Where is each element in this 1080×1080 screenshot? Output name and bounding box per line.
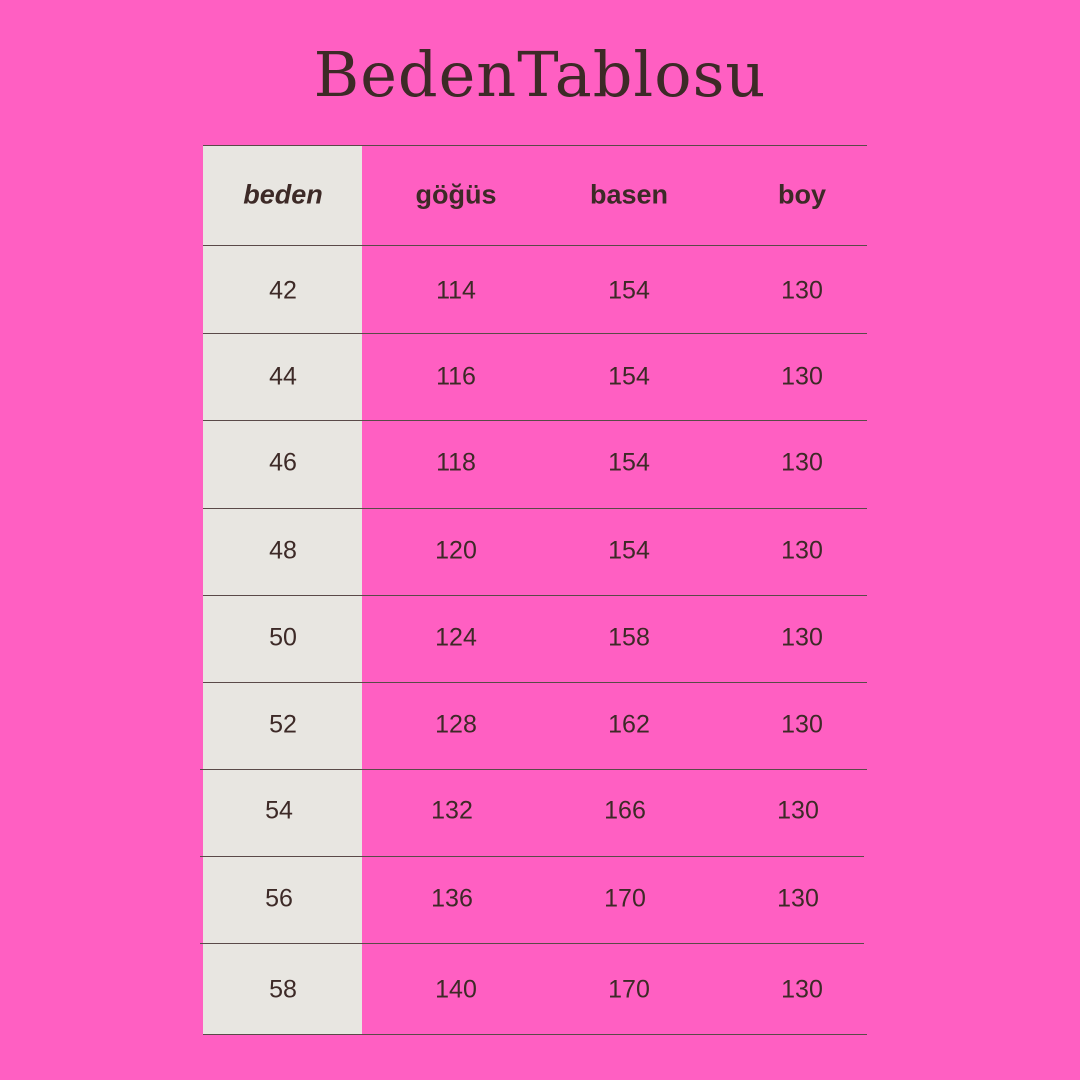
cell-boy: 130 [777,884,819,913]
cell-beden: 52 [269,710,297,739]
cell-gogus: 116 [436,362,476,391]
header-boy: boy [777,179,826,210]
cell-beden: 56 [265,884,293,913]
cell-boy: 130 [781,276,823,305]
row-divider [203,682,867,683]
cell-basen: 154 [608,276,650,305]
cell-beden: 44 [269,362,297,391]
row-divider [200,856,864,857]
cell-boy: 130 [781,448,823,477]
row-divider [203,333,867,334]
cell-beden: 46 [269,448,297,477]
row-divider [203,508,867,509]
cell-basen: 162 [608,710,650,739]
cell-basen: 170 [608,975,650,1004]
row-divider [200,943,864,944]
cell-boy: 130 [781,623,823,652]
cell-gogus: 140 [435,975,477,1004]
cell-boy: 130 [781,362,823,391]
row-divider [200,769,867,770]
cell-beden: 58 [269,975,297,1004]
cell-boy: 130 [781,710,823,739]
cell-basen: 154 [608,448,650,477]
cell-gogus: 118 [436,448,476,477]
cell-beden: 48 [269,536,297,565]
cell-beden: 50 [269,623,297,652]
size-column-background [203,145,362,1035]
cell-basen: 166 [604,796,646,825]
row-divider [203,595,867,596]
cell-gogus: 114 [436,276,476,305]
header-gogus: göğüs [415,179,497,210]
cell-boy: 130 [781,536,823,565]
row-divider [203,245,867,246]
cell-boy: 130 [781,975,823,1004]
cell-beden: 42 [269,276,297,305]
cell-gogus: 124 [435,623,477,652]
cell-basen: 154 [608,536,650,565]
cell-beden: 54 [265,796,293,825]
header-basen: basen [589,179,669,210]
cell-gogus: 128 [435,710,477,739]
cell-gogus: 132 [431,796,473,825]
row-divider [203,1034,867,1035]
page-title: BedenTablosu [313,38,767,111]
cell-gogus: 136 [431,884,473,913]
cell-gogus: 120 [435,536,477,565]
cell-basen: 158 [608,623,650,652]
cell-basen: 154 [608,362,650,391]
row-divider [203,145,867,146]
header-beden: beden [243,179,323,210]
cell-boy: 130 [777,796,819,825]
cell-basen: 170 [604,884,646,913]
row-divider [203,420,867,421]
